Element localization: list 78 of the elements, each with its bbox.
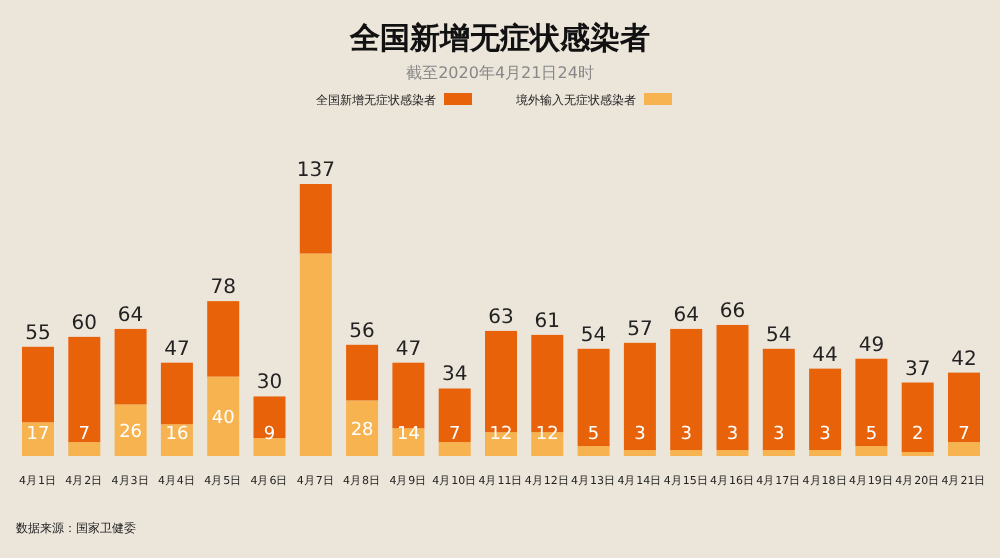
bar [670,450,703,456]
total-label: 34 [441,364,468,387]
total-label: 49 [858,334,885,357]
bar [809,368,842,451]
data-label: 3 [634,425,646,445]
total-label: 61 [534,310,561,333]
bar [253,396,286,439]
bar [438,388,471,443]
bar [207,301,240,377]
bar [809,450,842,456]
total-label: 54 [766,324,792,347]
bar [346,344,379,401]
total-label: 47 [395,338,422,361]
total-label: 54 [580,324,607,347]
data-label: 3 [819,425,831,445]
data-label: 3 [726,425,739,445]
bar [855,358,888,447]
total-label: 42 [951,348,977,371]
bar [68,442,101,456]
data-label: 7 [958,425,970,445]
total-label: 60 [71,312,98,335]
data-label: 14 [396,425,421,445]
bar [160,362,193,425]
data-label: 2 [911,425,924,445]
bar [114,328,147,405]
bar [670,328,703,451]
total-label: 55 [25,322,51,345]
data-label: 28 [350,421,375,442]
total-label: 30 [256,372,283,395]
bar [948,372,980,443]
data-label: 5 [587,425,600,445]
data-label: 12 [489,425,513,445]
total-label: 56 [349,320,375,343]
bar [207,376,240,456]
chart-subtitle: 截至2020年4月21日24时 [406,64,594,82]
data-label: 12 [535,425,559,445]
bar [577,446,610,456]
bar [22,422,54,456]
bar [855,446,888,456]
data-label: 17 [26,425,50,445]
data-label: 3 [680,425,692,445]
data-label: 16 [165,425,189,445]
bar [22,346,54,423]
total-label: 57 [627,318,653,341]
total-label: 64 [117,304,144,327]
bar [623,450,656,456]
bar [299,184,332,254]
total-label: 64 [673,304,699,327]
chart-title: 全国新增无症状感染者 [348,20,650,56]
bar [948,442,980,456]
data-label: 40 [211,409,236,430]
bar [623,342,656,451]
data-label: 5 [865,425,878,445]
data-label: 3 [773,425,785,445]
total-label: 66 [719,300,746,323]
bar [577,348,610,447]
bar [253,438,286,456]
bar [762,450,795,456]
total-label: 78 [210,277,236,300]
total-label: 37 [904,358,931,381]
bar [762,348,795,451]
bar [901,382,934,453]
total-label: 63 [488,306,514,329]
data-label: 7 [78,425,91,445]
data-label: 26 [119,423,143,444]
data-label: 9 [263,425,276,445]
total-label: 47 [164,338,190,361]
total-label: 44 [812,344,838,367]
bar [346,400,379,456]
bar [392,362,425,429]
bar [716,324,749,451]
bar [299,253,332,456]
bar [114,404,147,456]
bar [68,336,101,443]
bar [438,442,471,456]
data-label: 7 [448,425,461,445]
bar [716,450,749,456]
total-label: 137 [296,160,335,182]
